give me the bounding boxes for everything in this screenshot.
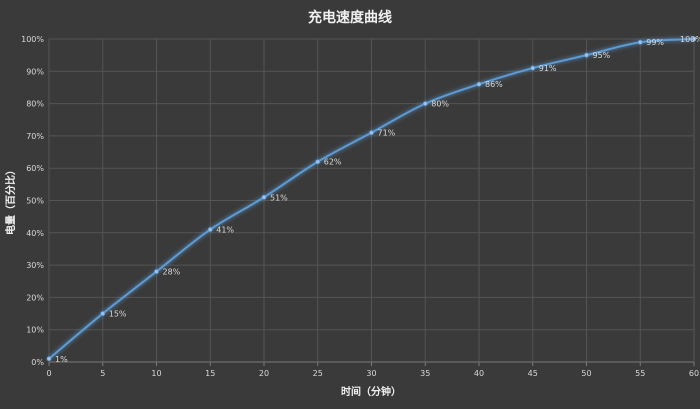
data-point: [207, 227, 213, 232]
axis-layer: 0% 10% 20% 30% 40% 50% 60% 70% 80% 90% 100% 0 5 10 15 2…: [21, 35, 699, 378]
x-tick-label: 20: [259, 369, 269, 378]
data-label: 91%: [539, 64, 557, 73]
data-point: [369, 130, 374, 136]
data-label: 15%: [109, 310, 127, 319]
data-label: 1%: [55, 355, 68, 364]
y-tick-label: 40%: [26, 229, 44, 238]
x-tick-label: 55: [635, 369, 645, 378]
chart-title: 充电速度曲线: [308, 9, 392, 26]
series-layer: [46, 36, 697, 362]
y-tick-label: 50%: [26, 197, 44, 206]
data-point: [584, 52, 589, 58]
data-point: [261, 194, 267, 200]
data-label: 95%: [593, 51, 611, 60]
y-tick-label: 70%: [26, 132, 44, 141]
x-tick-label: 0: [46, 369, 51, 378]
x-tick-label: 60: [689, 369, 699, 378]
data-label: 99%: [646, 38, 664, 47]
x-tick-label: 40: [474, 369, 484, 378]
data-point: [154, 269, 159, 274]
data-label: 80%: [431, 100, 449, 109]
data-label: 86%: [485, 80, 503, 89]
x-tick-label: 30: [366, 369, 376, 378]
y-axis-title: 电量（百分比）: [4, 165, 17, 235]
data-label: 41%: [216, 226, 234, 235]
x-tick-label: 5: [100, 369, 105, 378]
data-label: 71%: [378, 129, 396, 138]
data-label: 100%: [680, 35, 700, 44]
x-axis-title: 时间（分钟）: [341, 385, 401, 398]
data-point: [476, 81, 482, 87]
x-tick-label: 50: [581, 369, 591, 378]
y-tick-label: 20%: [26, 293, 44, 302]
data-label: 28%: [163, 268, 181, 277]
data-label: 62%: [324, 158, 342, 167]
x-tick-label: 35: [420, 369, 430, 378]
data-label: 51%: [270, 193, 288, 202]
y-tick-label: 80%: [26, 100, 44, 109]
y-tick-label: 90%: [26, 67, 44, 76]
y-tick-label: 60%: [26, 164, 44, 173]
x-tick-label: 10: [151, 369, 161, 378]
x-tick-label: 15: [205, 369, 215, 378]
x-tick-label: 25: [313, 369, 323, 378]
y-tick-label: 10%: [26, 326, 44, 335]
y-tick-label: 100%: [21, 35, 44, 44]
y-tick-label: 0%: [31, 358, 44, 367]
data-label-layer: 1% 15% 28% 41% 51% 62% 71% 80% 86% 91% 95% 99% 100%: [55, 35, 700, 364]
data-point: [46, 356, 52, 362]
data-point: [530, 65, 536, 71]
y-tick-label: 30%: [26, 261, 44, 270]
grid-layer: [48, 38, 695, 363]
data-point: [637, 39, 643, 45]
data-point: [315, 159, 321, 165]
x-tick-label: 45: [528, 369, 538, 378]
data-point: [422, 101, 428, 106]
data-point: [100, 311, 106, 316]
data-point: [691, 36, 697, 42]
